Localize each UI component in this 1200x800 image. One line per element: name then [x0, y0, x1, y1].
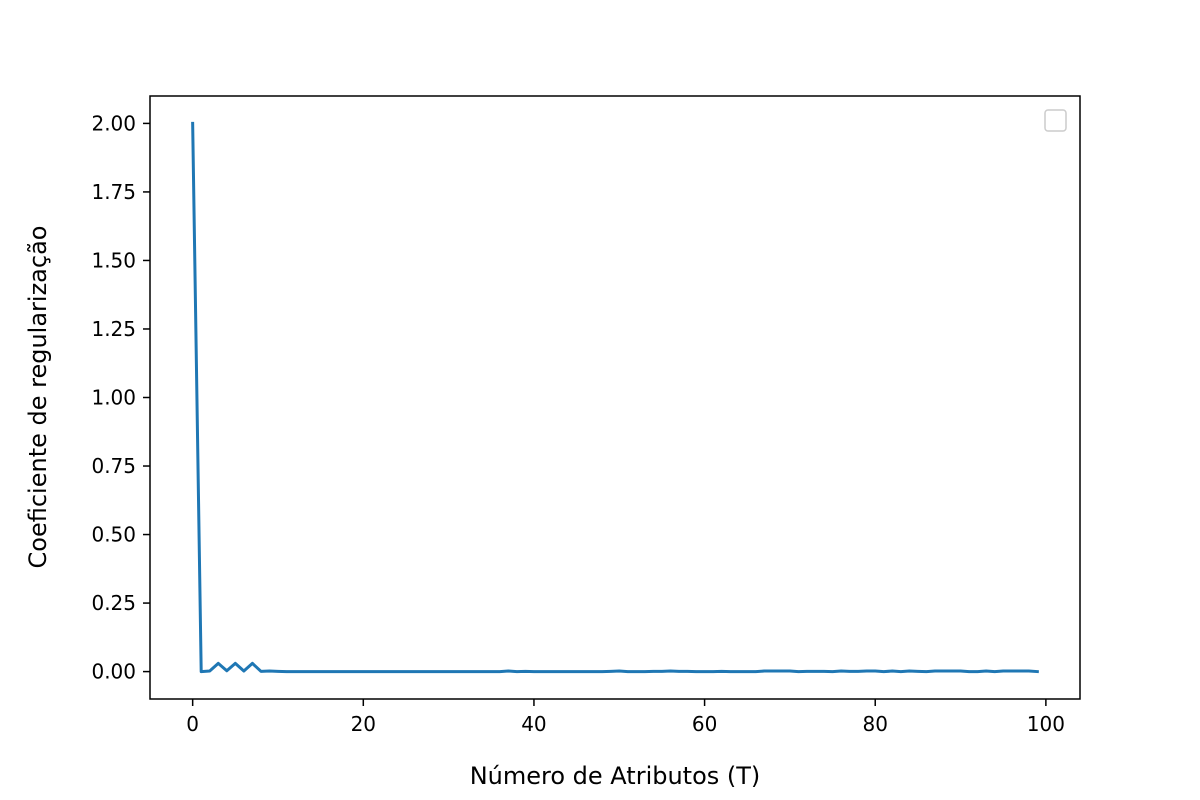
y-tick-label: 0.75: [91, 454, 136, 478]
legend-box: [1044, 109, 1067, 132]
y-tick-label: 0.25: [91, 591, 136, 615]
y-axis-label: Coeficiente de regularização: [24, 226, 52, 569]
x-tick-label: 60: [692, 712, 717, 736]
y-tick-label: 1.75: [91, 180, 136, 204]
x-axis-label: Número de Atributos (T): [470, 762, 761, 790]
x-tick-label: 0: [186, 712, 199, 736]
y-tick-label: 0.50: [91, 523, 136, 547]
x-tick-label: 100: [1027, 712, 1065, 736]
y-tick-label: 2.00: [91, 111, 136, 135]
x-tick-label: 80: [863, 712, 888, 736]
plot-area: [191, 121, 1039, 674]
axes-frame: [149, 95, 1081, 700]
y-tick-label: 1.25: [91, 317, 136, 341]
x-tick-label: 40: [521, 712, 546, 736]
x-tick-label: 20: [351, 712, 376, 736]
y-tick-label: 1.50: [91, 248, 136, 272]
axis-ticks: 0 20 40 60 80 100 0.00 0.25 0.50 0.75 1.00 1.25 1.50…: [91, 111, 1064, 736]
series-line-0: [191, 121, 1039, 674]
y-tick-label: 0.00: [91, 660, 136, 684]
y-tick-label: 1.00: [91, 386, 136, 410]
